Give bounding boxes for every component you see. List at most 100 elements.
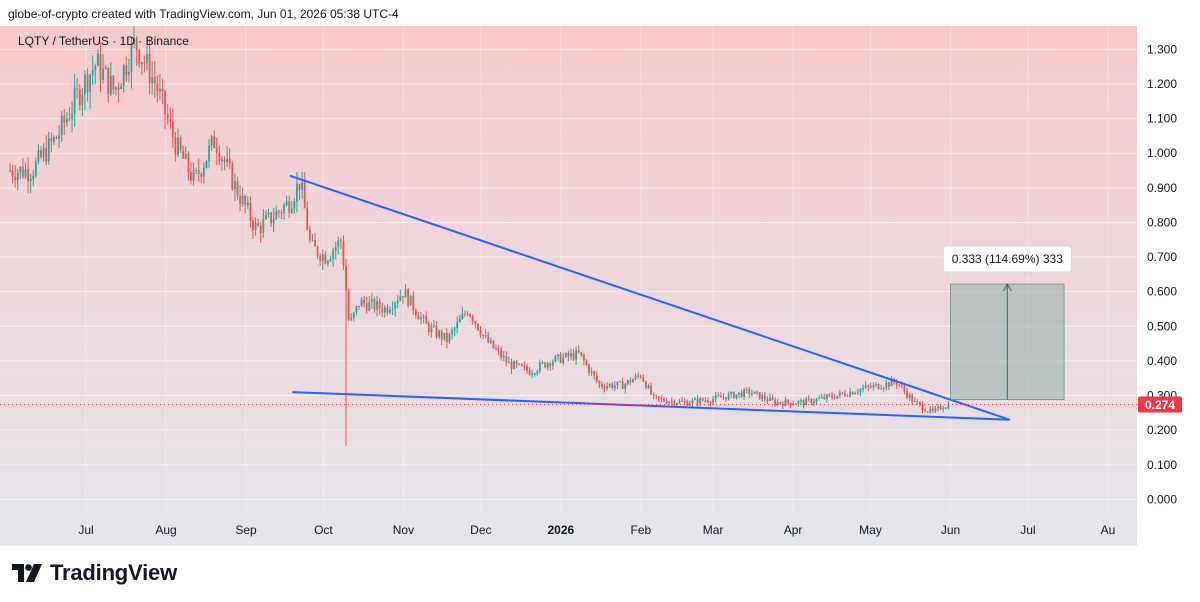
- candle-body: [637, 375, 640, 377]
- candle-body: [841, 392, 844, 394]
- candle-body: [823, 396, 826, 399]
- candle-body: [650, 385, 652, 395]
- y-tick-label: 1.100: [1147, 112, 1177, 126]
- candle-body: [159, 88, 161, 92]
- candle-body: [378, 301, 381, 309]
- candle-body: [681, 400, 683, 402]
- candle-body: [831, 395, 833, 398]
- x-axis: Jul Aug Sep Oct Nov Dec 2026 Feb Mar Apr May Jun Jul…: [78, 523, 1115, 537]
- candle-body: [84, 74, 86, 95]
- candle-body: [332, 250, 335, 259]
- candle-body: [435, 325, 438, 337]
- candle-body: [694, 398, 696, 400]
- candle-body: [567, 352, 570, 357]
- candle-body: [394, 303, 397, 309]
- candle-body: [660, 398, 663, 400]
- candle-body: [153, 76, 156, 84]
- candle-body: [513, 361, 515, 369]
- candle-body: [515, 361, 518, 365]
- candle-body: [815, 398, 818, 402]
- candle-body: [776, 402, 779, 405]
- candle-body: [632, 379, 634, 383]
- price-chart[interactable]: 0.333 (114.69%) 333 1.300 1.200 1.100 1.000…: [0, 26, 1200, 546]
- candle-body: [572, 353, 575, 360]
- candle-body: [306, 208, 309, 230]
- candle-body: [440, 331, 443, 340]
- candle-body: [177, 137, 179, 155]
- candle-body: [156, 83, 159, 92]
- candle-body: [109, 75, 112, 94]
- x-tick-label: 2026: [547, 523, 574, 537]
- candle-body: [417, 315, 420, 320]
- candle-body: [58, 135, 61, 139]
- tradingview-logo[interactable]: TradingView: [12, 560, 177, 586]
- candle-body: [347, 291, 350, 320]
- candle-body: [267, 212, 270, 215]
- candle-body: [686, 401, 689, 406]
- candle-body: [265, 214, 267, 220]
- candle-body: [252, 220, 254, 230]
- candle-body: [422, 316, 425, 318]
- candle-body: [766, 399, 769, 402]
- candle-body: [869, 386, 872, 388]
- candle-body: [412, 295, 415, 311]
- candle-body: [916, 400, 919, 403]
- candle-body: [846, 395, 849, 397]
- candle-body: [634, 375, 637, 380]
- candle-body: [626, 380, 629, 384]
- candle-body: [807, 398, 810, 400]
- candle-body: [740, 392, 743, 397]
- x-tick-label: Oct: [314, 523, 333, 537]
- candle-body: [433, 325, 435, 327]
- candle-body: [461, 313, 464, 319]
- candle-body: [497, 349, 500, 351]
- candle-body: [355, 306, 358, 313]
- y-tick-label: 0.100: [1147, 458, 1177, 472]
- candle-body: [505, 356, 508, 363]
- candle-body: [699, 398, 702, 404]
- y-tick-label: 0.400: [1147, 354, 1177, 368]
- candle-body: [107, 67, 110, 94]
- candle-body: [53, 136, 55, 142]
- candle-body: [657, 396, 660, 399]
- candle-body: [146, 54, 148, 64]
- candle-body: [722, 397, 725, 399]
- candle-body: [182, 150, 185, 159]
- chart-area[interactable]: 0.333 (114.69%) 333 1.300 1.200 1.100 1.000…: [0, 26, 1200, 546]
- candle-body: [489, 340, 492, 343]
- plot-background: [0, 26, 1137, 546]
- candle-body: [913, 400, 916, 402]
- candle-body: [368, 301, 371, 311]
- candles: [9, 26, 950, 446]
- candle-body: [350, 318, 353, 320]
- y-tick-label: 1.200: [1147, 77, 1177, 91]
- candle-body: [851, 391, 854, 395]
- candle-body: [376, 301, 378, 310]
- candle-body: [430, 326, 433, 333]
- candle-body: [593, 371, 596, 376]
- candle-body: [888, 382, 890, 387]
- candle-body: [122, 65, 125, 86]
- candle-body: [647, 385, 650, 389]
- candle-body: [200, 174, 203, 177]
- candle-body: [409, 295, 412, 306]
- candle-body: [192, 170, 195, 181]
- candle-body: [427, 323, 430, 333]
- candle-body: [536, 371, 539, 374]
- candle-body: [577, 350, 580, 353]
- candle-body: [396, 300, 399, 304]
- candle-body: [670, 400, 673, 402]
- candle-body: [115, 87, 117, 90]
- candle-body: [438, 331, 441, 337]
- candle-body: [484, 334, 487, 336]
- candle-body: [761, 395, 764, 400]
- trendline-lower: [292, 391, 1010, 421]
- candle-body: [303, 182, 306, 209]
- candle-body: [96, 53, 99, 66]
- candle-body: [502, 356, 505, 358]
- candle-body: [89, 74, 92, 92]
- candle-body: [725, 397, 727, 400]
- candle-body: [254, 223, 257, 230]
- candle-body: [820, 396, 823, 399]
- candle-body: [365, 303, 368, 311]
